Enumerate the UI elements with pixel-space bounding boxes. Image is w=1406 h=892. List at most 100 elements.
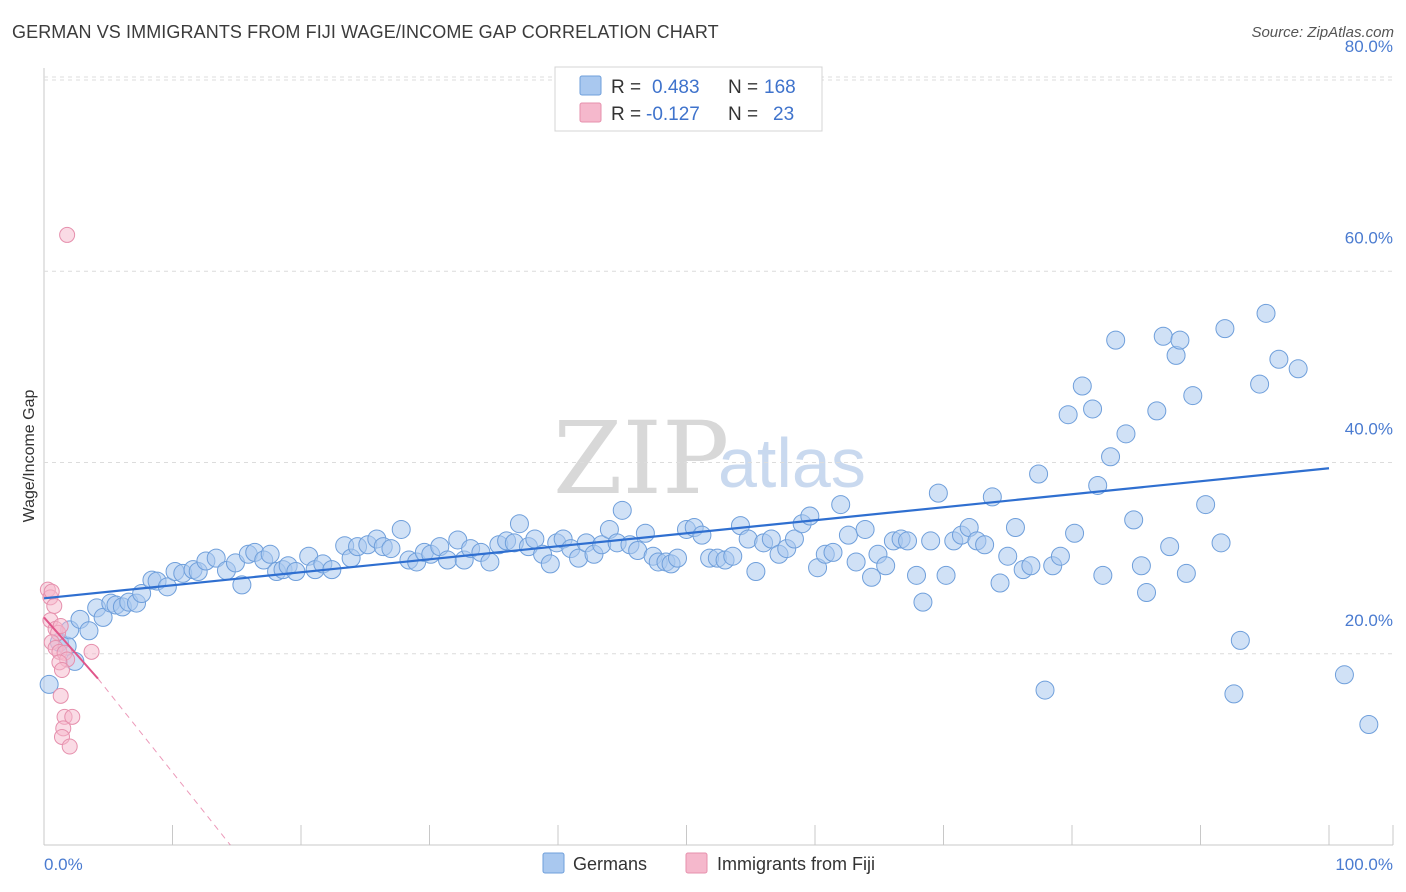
series-legend: Germans Immigrants from Fiji — [542, 852, 875, 874]
point-germans — [921, 531, 941, 551]
x-ticks — [172, 825, 1394, 845]
correlation-legend: R = 0.483 N = 168 R = -0.127 N = 23 — [554, 66, 823, 132]
watermark-zip: ZIP — [553, 400, 729, 517]
legend-r-label-germans: R = — [611, 77, 641, 98]
point-germans — [1288, 359, 1308, 379]
point-germans — [1035, 680, 1055, 700]
point-germans — [784, 529, 804, 549]
y-tick-labels: 20.0% 40.0% 60.0% 80.0% — [1345, 37, 1393, 630]
y-axis-label: Wage/Income Gap — [21, 390, 38, 523]
trendline-fiji — [43, 616, 99, 680]
point-germans — [1160, 537, 1180, 557]
point-germans — [1093, 565, 1113, 585]
point-fiji — [52, 687, 69, 704]
point-germans — [1269, 349, 1289, 369]
point-germans — [1230, 630, 1250, 650]
legend-n-label-fiji: N = — [728, 104, 758, 125]
point-germans — [907, 565, 927, 585]
legend-n-value-fiji: 23 — [773, 104, 794, 125]
point-germans — [1215, 319, 1235, 339]
bottom-legend-swatch-germans — [542, 852, 565, 874]
legend-r-value-fiji: -0.127 — [646, 104, 700, 125]
point-germans — [1106, 330, 1126, 350]
point-germans — [1147, 401, 1167, 421]
bottom-legend-fiji: Immigrants from Fiji — [717, 854, 875, 874]
y-tick-label: 80.0% — [1345, 37, 1393, 56]
point-germans — [480, 552, 500, 572]
point-fiji — [61, 738, 78, 755]
x-tick-label-max: 100.0% — [1335, 855, 1393, 874]
point-germans — [1183, 386, 1203, 406]
point-germans — [1359, 715, 1379, 735]
point-fiji — [64, 708, 81, 725]
point-germans — [1211, 533, 1231, 553]
point-germans — [1029, 464, 1049, 484]
point-germans — [1334, 665, 1354, 685]
point-germans — [1058, 405, 1078, 425]
point-germans — [1088, 475, 1108, 495]
point-germans — [381, 539, 401, 559]
point-germans — [1021, 556, 1041, 576]
point-germans — [1124, 510, 1144, 530]
point-germans — [1137, 583, 1157, 603]
point-germans — [831, 495, 851, 515]
point-fiji — [83, 643, 100, 660]
point-fiji — [53, 662, 70, 679]
series-fiji — [39, 226, 100, 755]
bottom-legend-germans: Germans — [573, 854, 647, 874]
trendline-fiji-extension — [97, 678, 231, 846]
point-germans — [1153, 326, 1173, 346]
point-germans — [990, 573, 1010, 593]
point-germans — [1176, 563, 1196, 583]
source-credit: Source: ZipAtlas.com — [1251, 24, 1394, 41]
legend-swatch-germans — [579, 75, 602, 96]
point-germans — [913, 592, 933, 612]
point-germans — [39, 674, 59, 694]
point-germans — [1065, 523, 1085, 543]
point-germans — [855, 519, 875, 539]
y-tick-label: 60.0% — [1345, 228, 1393, 247]
point-germans — [232, 575, 252, 595]
point-germans — [1170, 330, 1190, 350]
x-tick-label-min: 0.0% — [44, 855, 83, 874]
y-tick-label: 20.0% — [1345, 611, 1393, 630]
point-germans — [668, 548, 688, 568]
point-germans — [1256, 303, 1276, 323]
legend-n-value-germans: 168 — [764, 77, 796, 98]
point-germans — [876, 556, 896, 576]
point-germans — [898, 531, 918, 551]
point-germans — [612, 500, 632, 520]
chart-title: GERMAN VS IMMIGRANTS FROM FIJI WAGE/INCO… — [12, 22, 719, 42]
legend-n-label-germans: N = — [728, 77, 758, 98]
point-germans — [975, 535, 995, 555]
point-germans — [1196, 495, 1216, 515]
point-germans — [1083, 399, 1103, 419]
point-fiji — [52, 618, 69, 635]
point-germans — [1050, 546, 1070, 566]
point-germans — [1005, 518, 1025, 538]
point-germans — [746, 562, 766, 582]
point-germans — [823, 542, 843, 562]
point-germans — [509, 514, 529, 534]
point-germans — [391, 519, 411, 539]
y-tick-label: 40.0% — [1345, 420, 1393, 439]
point-germans — [540, 554, 560, 574]
point-germans — [635, 523, 655, 543]
point-germans — [1116, 424, 1136, 444]
point-germans — [936, 565, 956, 585]
point-germans — [1250, 374, 1270, 394]
point-germans — [838, 525, 858, 545]
series-germans — [39, 303, 1379, 735]
trendline-germans — [43, 467, 1330, 600]
point-germans — [928, 483, 948, 503]
point-fiji — [59, 226, 76, 243]
legend-r-value-germans: 0.483 — [652, 77, 700, 98]
point-germans — [723, 546, 743, 566]
point-germans — [1224, 684, 1244, 704]
point-germans — [1072, 376, 1092, 396]
legend-swatch-fiji — [579, 102, 602, 123]
point-germans — [846, 552, 866, 572]
point-germans — [1131, 556, 1151, 576]
point-germans — [998, 546, 1018, 566]
